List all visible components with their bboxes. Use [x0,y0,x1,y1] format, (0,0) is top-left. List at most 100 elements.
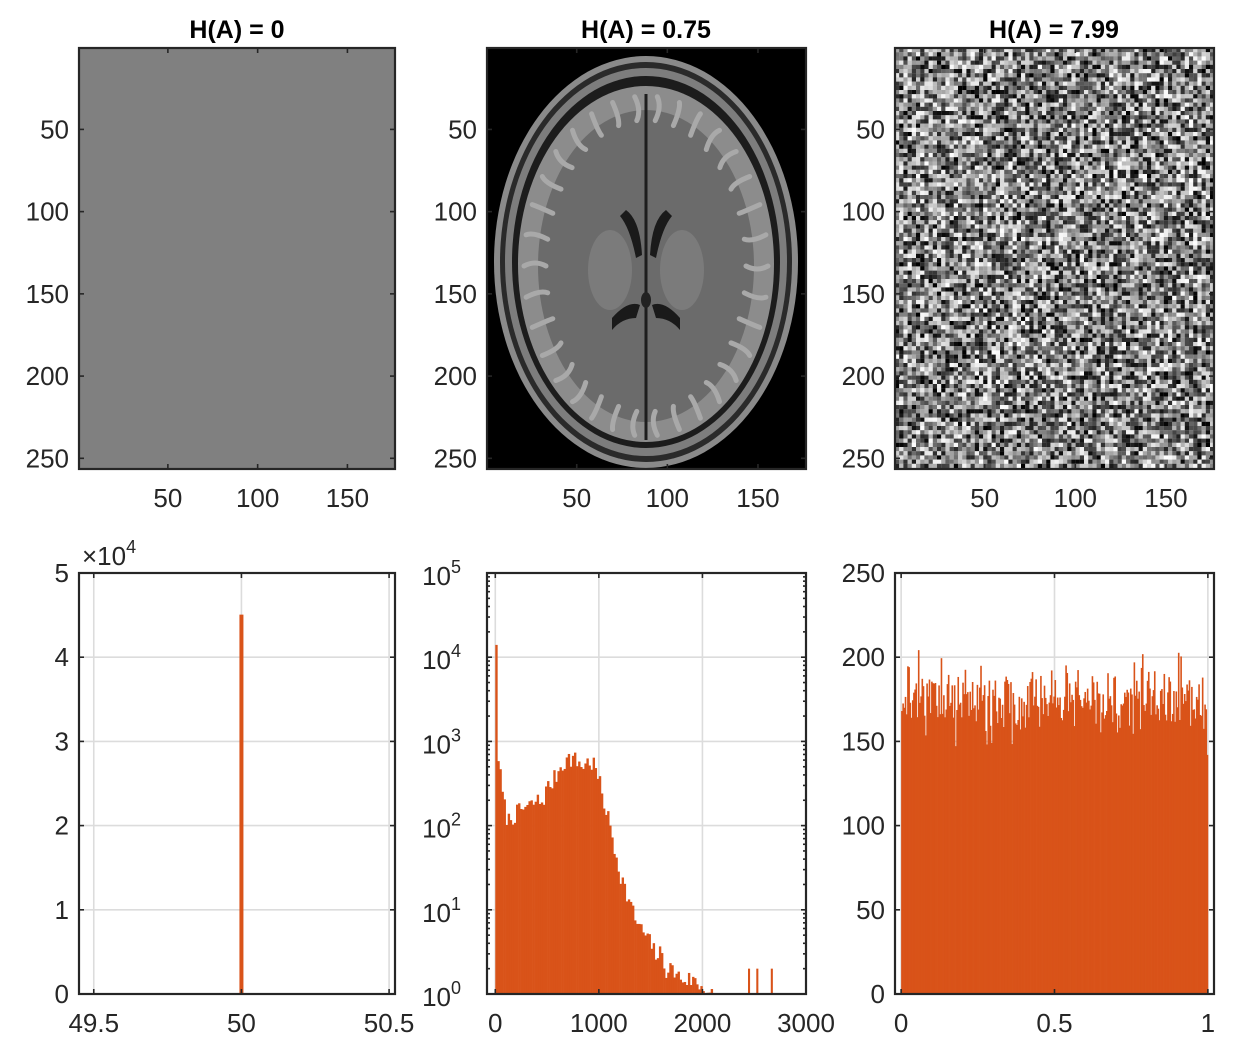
histogram-bar [1188,680,1191,994]
histogram-bar [1109,696,1112,994]
x-tick-label: 150 [1144,483,1187,513]
x-tick-label: 50 [153,483,182,513]
histogram-bar [1032,705,1035,994]
histogram-bar [994,680,997,994]
x-tick-label: 50 [227,1008,256,1038]
histogram-bar [617,871,620,994]
histogram-bar [1163,673,1166,994]
y-tick-label: 250 [26,443,69,473]
histogram-bar [1022,716,1024,994]
gyrus-fold [589,111,604,138]
histogram-bar [1060,717,1063,994]
histogram-bar [1119,727,1121,994]
histogram-bar [679,979,683,994]
panel2-title: H(A) = 0.75 [581,16,711,44]
histogram-bar [964,669,967,994]
histogram-bar [499,769,502,994]
histogram-bar [1067,711,1070,994]
histogram-bar [690,985,693,994]
histogram-bar [677,971,680,994]
histogram-bar [1138,691,1140,994]
histogram-bar [1102,694,1105,994]
histogram-bar [530,800,533,994]
histogram-bar [926,683,928,994]
gyrus-fold [717,149,739,171]
histogram-bar [909,702,912,994]
histogram-bar [1029,681,1031,994]
histogram-bar [1101,712,1103,994]
histogram-bar [1025,704,1028,994]
histogram-bar [902,703,904,994]
histogram-bar [1198,684,1200,994]
histogram-bar [555,781,558,994]
histogram-bar [1164,714,1167,994]
histogram-bar [542,804,546,994]
histogram-bar [629,901,633,994]
histogram-bar [1064,696,1066,994]
histogram-bar [993,695,995,994]
histogram-bar [1079,699,1082,994]
histogram-bar [1062,709,1065,994]
histogram-bar [748,968,751,994]
histogram-bar [557,771,560,994]
histogram-bar [973,708,975,994]
histogram-bar [1059,697,1061,994]
histogram-bar [992,689,994,994]
histogram-bar [971,682,974,994]
histogram-bar [919,702,921,994]
panel-image-uniform: H(A) = 0 50 100 150 50 100 150 200 250 [26,16,397,513]
histogram-bar [975,721,978,994]
gyrus-fold [703,380,722,405]
histogram-bar [658,946,662,994]
histogram-bar [505,824,509,994]
histogram-bar [698,989,701,994]
y-tick-label: 250 [842,558,885,588]
histogram-bar [1201,677,1204,994]
histogram-bar [947,674,950,994]
histogram-bar [939,714,942,994]
histogram-bar [1108,698,1111,994]
x-tick-label: 150 [326,483,369,513]
histogram-bar [928,679,931,994]
histogram-bar [1005,676,1007,994]
gyrus-fold [630,408,640,438]
histogram-bar [642,932,645,994]
histogram-bar [987,696,989,994]
histogram-bar [1176,707,1179,994]
histogram-bar [1030,678,1033,994]
histogram-bar [999,698,1001,994]
histogram-bar [1140,667,1143,994]
histogram-bar [497,761,500,994]
gyrus-fold [539,340,564,358]
histogram-bar [982,695,985,994]
panel3-frame [893,46,1216,471]
histogram-bar [1065,665,1067,994]
histogram-bar [632,905,635,994]
histogram-bar [1186,684,1188,994]
histogram-bar [1044,697,1047,994]
histogram-bar [1012,693,1015,994]
histogram-bar [1126,689,1128,994]
histogram-bar [545,786,548,994]
panel1-ticks: 50 100 150 50 100 150 200 250 [26,48,395,513]
histogram-bar [650,948,654,994]
histogram-bar [613,853,616,994]
y-tick-label: 250 [842,443,885,473]
panel-hist-noise: 0 0.5 1 0 50 100 150 200 250 [842,558,1216,1038]
histogram-bar [911,700,914,994]
gyrus-fold [728,174,753,192]
histogram-bar [967,692,969,994]
histogram-bar [702,991,705,994]
x-tick-label: 50.5 [364,1008,415,1038]
y-tick-label: 50 [40,114,69,144]
histogram-bar [922,686,925,994]
histogram-bar [669,963,672,994]
histogram-bar [1150,714,1152,994]
histogram-bar [1167,692,1169,994]
histogram-bar [1151,696,1154,994]
x-tick-label: 0.5 [1036,1008,1072,1038]
histogram-bar [1058,705,1060,994]
histogram-bar [621,877,625,994]
gyrus-fold [589,394,604,421]
histogram-bar [665,977,668,994]
